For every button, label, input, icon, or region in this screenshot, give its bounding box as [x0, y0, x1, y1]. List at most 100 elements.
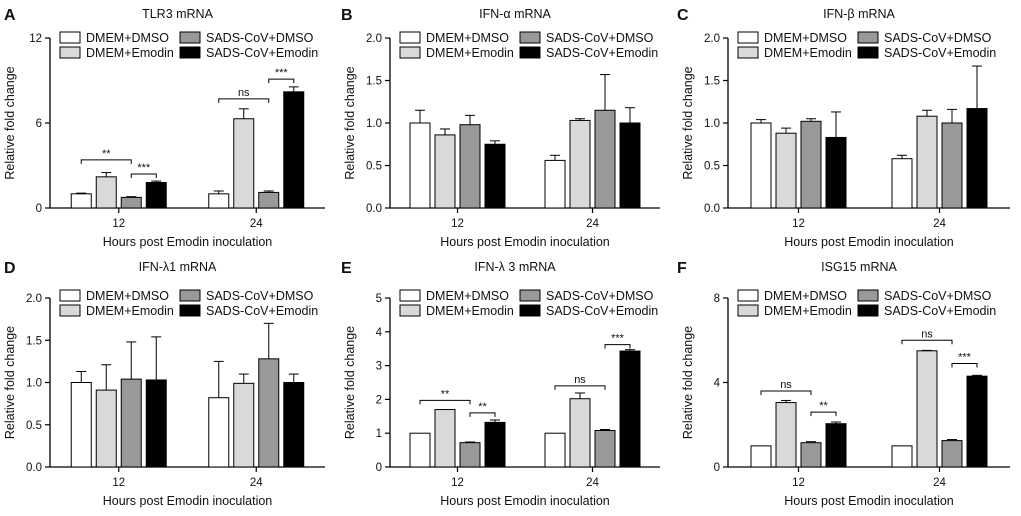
x-tick-label: 24 — [933, 477, 946, 489]
bar — [95, 176, 117, 209]
chart-panel-f: F ISG15 mRNA 0 4 8 Relative fold change 12 24 Ho… — [677, 260, 1010, 508]
y-tick-label: 4 — [714, 378, 721, 390]
y-tick-label: 2.0 — [366, 33, 382, 45]
bar — [825, 423, 847, 468]
significance-label: *** — [958, 351, 972, 363]
legend-swatch — [519, 289, 541, 302]
y-tick-label: 8 — [714, 293, 720, 305]
bar — [484, 421, 506, 468]
significance-label: ns — [238, 87, 250, 99]
chart-panel-b: B IFN-α mRNA 0.0 0.5 1.0 1.5 2.0 Relative fold … — [341, 7, 660, 249]
legend-label: DMEM+Emodin — [86, 304, 174, 318]
y-tick-label: 0.5 — [26, 420, 42, 432]
bar — [544, 432, 566, 468]
x-tick-label: 12 — [451, 218, 464, 230]
legend-label: DMEM+DMSO — [426, 31, 509, 45]
bar — [409, 432, 431, 468]
x-axis-label: Hours post Emodin inoculation — [103, 494, 273, 508]
y-tick-label: 0 — [714, 462, 720, 474]
bar — [208, 397, 230, 468]
chart-panel-c: C IFN-β mRNA 0.0 0.5 1.0 1.5 2.0 Relative fold … — [677, 7, 1010, 249]
panel-letter: A — [4, 7, 16, 24]
significance-label: ns — [780, 379, 792, 391]
y-axis-label: Relative fold change — [3, 66, 17, 179]
significance-label: ** — [102, 148, 111, 160]
legend-label: DMEM+DMSO — [764, 31, 847, 45]
bar — [800, 120, 822, 209]
bar — [95, 389, 117, 468]
bar — [120, 378, 142, 468]
bar — [434, 134, 456, 209]
x-axis-label: Hours post Emodin inoculation — [784, 494, 954, 508]
legend-label: SADS-CoV+Emodin — [206, 304, 318, 318]
bar — [434, 409, 456, 468]
bar — [569, 119, 591, 209]
legend-label: DMEM+Emodin — [426, 46, 514, 60]
y-tick-label: 0 — [36, 203, 42, 215]
panel-letter: D — [4, 260, 16, 277]
significance-bracket — [130, 173, 157, 178]
x-tick-label: 12 — [451, 477, 464, 489]
significance-label: *** — [137, 162, 151, 174]
significance-label: *** — [275, 67, 289, 79]
legend-swatch — [857, 304, 879, 317]
y-axis-label: Relative fold change — [343, 326, 357, 439]
panel-letter: F — [677, 260, 687, 277]
x-axis-label: Hours post Emodin inoculation — [440, 494, 610, 508]
bar — [459, 442, 481, 468]
chart-title: TLR3 mRNA — [142, 7, 214, 21]
legend-label: SADS-CoV+DMSO — [884, 31, 992, 45]
chart-title: IFN-λ1 mRNA — [139, 260, 217, 274]
panel-letter: B — [341, 7, 353, 24]
y-tick-label: 2.0 — [704, 33, 720, 45]
bar — [619, 350, 641, 468]
legend-label: DMEM+DMSO — [86, 31, 169, 45]
legend-swatch — [737, 46, 759, 59]
legend-swatch — [59, 289, 81, 302]
legend-swatch — [179, 31, 201, 44]
significance-bracket — [901, 339, 953, 345]
y-tick-label: 1.5 — [704, 76, 720, 88]
legend-swatch — [59, 46, 81, 59]
bar — [775, 402, 797, 468]
legend-swatch — [179, 289, 201, 302]
legend-swatch — [857, 31, 879, 44]
x-tick-label: 12 — [792, 218, 805, 230]
bar — [941, 440, 963, 468]
y-tick-label: 4 — [376, 327, 383, 339]
bar — [775, 132, 797, 209]
bar — [800, 442, 822, 468]
bar — [258, 191, 280, 209]
bar — [750, 122, 772, 209]
legend-swatch — [519, 304, 541, 317]
y-tick-label: 1.5 — [366, 76, 382, 88]
bar — [145, 182, 167, 209]
significance-label: ** — [441, 388, 450, 400]
y-tick-label: 0.0 — [26, 462, 42, 474]
y-axis-label: Relative fold change — [681, 66, 695, 179]
bar — [70, 193, 92, 209]
chart-title: IFN-α mRNA — [479, 7, 551, 21]
legend-swatch — [519, 46, 541, 59]
bar — [459, 124, 481, 209]
chart-title: IFN-β mRNA — [823, 7, 895, 21]
bar — [120, 196, 142, 209]
bar — [941, 122, 963, 209]
bar — [208, 193, 230, 209]
bar — [594, 429, 616, 468]
legend-label: SADS-CoV+Emodin — [884, 46, 996, 60]
legend-label: DMEM+Emodin — [764, 46, 852, 60]
x-axis-label: Hours post Emodin inoculation — [103, 235, 273, 249]
y-tick-label: 0 — [376, 462, 382, 474]
legend-label: SADS-CoV+DMSO — [546, 289, 654, 303]
x-tick-label: 24 — [586, 218, 599, 230]
bar — [619, 122, 641, 209]
y-tick-label: 0.5 — [704, 161, 720, 173]
legend-swatch — [179, 304, 201, 317]
y-axis-label: Relative fold change — [681, 326, 695, 439]
x-tick-label: 12 — [112, 218, 125, 230]
y-tick-label: 2 — [376, 394, 382, 406]
significance-label: ns — [574, 374, 586, 386]
